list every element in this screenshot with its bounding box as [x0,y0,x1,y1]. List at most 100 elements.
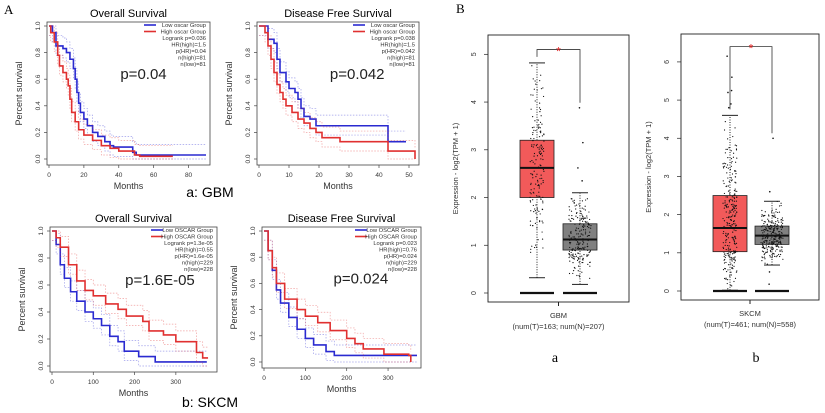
jitter-point [577,270,579,272]
jitter-point [570,241,572,244]
jitter-point [731,215,733,217]
jitter-point [732,135,734,138]
jitter-point [539,152,541,155]
jitter-point [532,78,534,80]
p-value-annotation: p=1.6E-05 [125,272,195,289]
jitter-point [529,161,531,163]
jitter-point [774,227,776,229]
jitter-point [732,220,735,223]
jitter-point [776,200,778,203]
jitter-point [726,222,728,224]
jitter-point [531,127,534,129]
panel-label-A: A [4,2,14,17]
jitter-point [535,176,537,178]
jitter-point [766,251,768,254]
jitter-point [730,216,732,218]
jitter-point [572,255,575,257]
jitter-point [529,200,531,202]
jitter-point [573,257,575,260]
jitter-point [539,164,541,166]
jitter-point [536,209,539,211]
jitter-point [542,196,544,198]
jitter-point [733,229,735,231]
jitter-point [761,219,763,221]
jitter-point [582,216,584,218]
jitter-point [722,247,725,250]
jitter-point [727,279,729,281]
jitter-point [781,249,783,251]
jitter-point [587,249,589,251]
x-tick-label: 0 [50,379,54,386]
p-value-annotation: p=0.04 [120,66,166,83]
jitter-point [777,225,779,227]
jitter-point [778,236,780,239]
jitter-point [534,80,536,82]
jitter-point [536,207,538,209]
ci-upper-high [264,230,412,352]
jitter-point [538,210,540,212]
subfigure-label-gbm: a: GBM [186,184,233,200]
jitter-point [577,256,579,259]
jitter-point [723,165,726,167]
outlier-point [772,137,774,140]
jitter-point [775,238,777,240]
jitter-point [727,167,729,169]
chart-title: Disease Free Survival [288,213,396,225]
jitter-point [541,238,544,240]
jitter-point [735,161,737,163]
jitter-point [733,257,735,259]
jitter-point [539,131,541,133]
jitter-point [733,196,735,199]
jitter-point [761,243,763,245]
jitter-point [570,251,572,254]
jitter-point [536,217,538,219]
jitter-point [781,218,783,221]
jitter-point [735,226,737,228]
jitter-point [722,269,725,271]
jitter-point [764,252,766,255]
jitter-point [577,246,579,249]
jitter-point [770,238,772,240]
jitter-point [542,95,545,98]
jitter-point [762,244,764,247]
jitter-point [574,237,576,239]
jitter-point [568,218,570,220]
jitter-point [730,225,732,227]
jitter-point [541,149,543,151]
jitter-point [530,248,532,250]
jitter-point [772,231,775,233]
jitter-point [533,170,535,172]
jitter-point [537,166,540,168]
jitter-point [569,241,571,244]
jitter-point [728,201,731,203]
jitter-point [725,277,727,279]
jitter-point [726,216,728,219]
jitter-point [772,215,774,217]
jitter-point [733,204,735,206]
x-axis-label: Months [114,181,144,191]
jitter-point [576,274,578,277]
jitter-point [781,224,783,226]
jitter-point [781,226,784,228]
jitter-point [535,195,538,197]
jitter-point [570,210,573,212]
jitter-point [586,215,588,217]
jitter-point [768,220,770,222]
jitter-point [780,243,783,245]
jitter-point [571,256,573,258]
y-tick-label: 0.2 [245,128,252,137]
y-tick-label: 0.0 [250,357,257,366]
jitter-point [582,218,585,220]
y-axis-label: Expression - log2(TPM + 1) [451,122,460,214]
outlier-point [768,190,771,193]
jitter-point [778,211,781,213]
jitter-point [735,148,738,150]
jitter-point [733,280,735,283]
jitter-point [723,129,726,131]
jitter-point [533,88,535,90]
jitter-point [766,235,768,237]
jitter-point [580,248,583,250]
jitter-point [539,80,541,82]
jitter-point [731,179,733,181]
y-tick-label: 0.2 [38,334,45,343]
